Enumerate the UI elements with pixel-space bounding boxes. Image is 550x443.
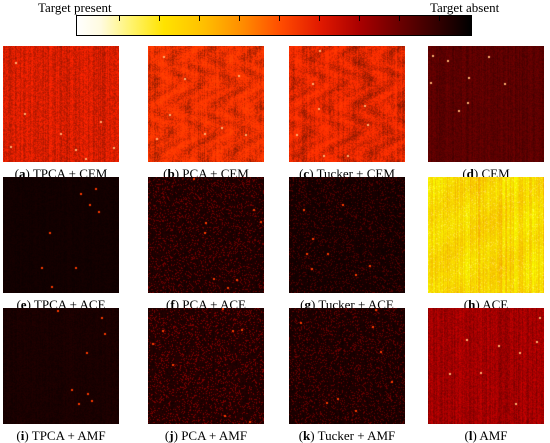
colorbar-legend: Target present Target absent [0, 0, 550, 40]
colorbar-tick [239, 16, 240, 21]
detection-map-image [148, 177, 264, 293]
detection-map-image [428, 46, 544, 162]
panel-b: (b) PCA + CEM [148, 46, 264, 181]
panel-caption: (j) PCA + AMF [164, 428, 248, 443]
detection-map-image [3, 46, 119, 162]
panel-h: (h) ACE [428, 177, 544, 312]
panel-j: (j) PCA + AMF [148, 308, 264, 443]
colorbar-tick [319, 16, 320, 21]
detection-map-image [428, 308, 544, 424]
colorbar-tick [359, 16, 360, 21]
colorbar-tick [199, 16, 200, 21]
detection-map-image [3, 308, 119, 424]
colorbar-tick [399, 16, 400, 21]
panel-l: (l) AMF [428, 308, 544, 443]
detection-map-image [148, 308, 264, 424]
colorbar-gradient [76, 15, 472, 36]
colorbar-tick [119, 16, 120, 21]
colorbar-tick [439, 16, 440, 21]
panel-e: (e) TPCA + ACE [3, 177, 119, 312]
detection-map-image [3, 177, 119, 293]
panel-g: (g) Tucker + ACE [289, 177, 405, 312]
panel-d: (d) CEM [428, 46, 544, 181]
panel-caption: (l) AMF [464, 428, 508, 443]
detection-map-image [289, 46, 405, 162]
detection-map-image [289, 308, 405, 424]
panel-f: (f) PCA + ACE [148, 177, 264, 312]
detection-map-image [428, 177, 544, 293]
panel-i: (i) TPCA + AMF [3, 308, 119, 443]
detection-map-image [289, 177, 405, 293]
panel-caption: (k) Tucker + AMF [298, 428, 396, 443]
panel-k: (k) Tucker + AMF [289, 308, 405, 443]
panel-a: (a) TPCA + CEM [3, 46, 119, 181]
colorbar-tick [159, 16, 160, 21]
panel-caption: (i) TPCA + AMF [16, 428, 106, 443]
detection-map-image [148, 46, 264, 162]
colorbar-tick [279, 16, 280, 21]
colorbar-right-label: Target absent [430, 0, 500, 15]
colorbar-left-label: Target present [38, 0, 112, 15]
panel-c: (c) Tucker + CEM [289, 46, 405, 181]
